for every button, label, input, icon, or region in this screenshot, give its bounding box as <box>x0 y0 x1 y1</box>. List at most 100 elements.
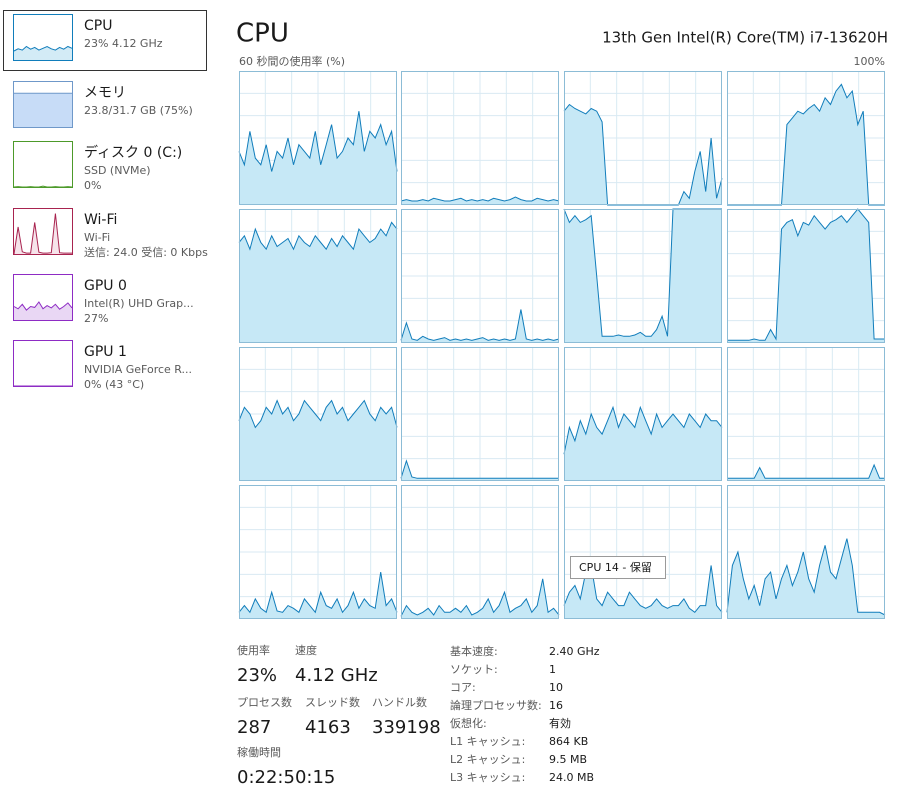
stat-label: ハンドル数 <box>372 696 427 709</box>
core-line <box>727 463 885 479</box>
detail-value: 16 <box>549 699 563 712</box>
core-area <box>564 209 722 343</box>
core-line <box>726 538 886 616</box>
detail-value: 有効 <box>549 716 571 730</box>
stat-value: 0:22:50:15 <box>237 767 335 788</box>
detail-label: L1 キャッシュ: <box>450 735 525 748</box>
item-title: Wi-Fi <box>84 212 117 228</box>
core-area <box>401 460 559 481</box>
thumbnail-frame <box>13 340 73 387</box>
thumbnail-area <box>14 46 72 60</box>
thumbnail-area <box>14 93 72 127</box>
stat-value: 23% <box>237 665 277 686</box>
core-line <box>400 309 560 341</box>
detail-value: 10 <box>549 681 563 694</box>
item-detail: Wi-Fi <box>84 231 110 244</box>
core-area <box>239 400 397 481</box>
sidebar-item[interactable]: ディスク 0 (C:) SSD (NVMe) 0% <box>13 141 183 193</box>
detail-label: 仮想化: <box>450 716 487 730</box>
sidebar-item[interactable]: CPU 23% 4.12 GHz <box>3 10 207 71</box>
item-title: CPU <box>84 18 112 34</box>
thumbnail-area <box>14 213 72 254</box>
core-frame <box>564 347 722 481</box>
detail-value: 2.40 GHz <box>549 645 600 658</box>
core-line <box>400 459 559 479</box>
stat-label: 使用率 <box>237 643 270 657</box>
stat-label: 速度 <box>295 643 317 657</box>
core-frame <box>564 71 722 205</box>
graph-max: 100% <box>854 55 885 68</box>
core-area <box>564 565 722 619</box>
tooltip-text: CPU 14 - 保留 <box>579 560 652 574</box>
core-line <box>238 221 398 251</box>
item-title: GPU 1 <box>84 344 127 360</box>
core-frame <box>239 209 397 343</box>
thumbnail-line <box>13 185 73 188</box>
core-line <box>400 196 560 202</box>
core-area <box>239 572 397 619</box>
cpu-model: 13th Gen Intel(R) Core(TM) i7-13620H <box>602 29 888 47</box>
stat-value: 4163 <box>305 717 351 738</box>
core-frame <box>564 209 722 343</box>
thumbnail-line <box>13 301 73 311</box>
stat-value: 4.12 GHz <box>295 665 378 686</box>
core-line <box>400 578 560 617</box>
core-area <box>727 538 885 619</box>
core-frame <box>401 347 559 481</box>
stat-label: プロセス数 <box>237 696 292 709</box>
detail-label: コア: <box>450 681 476 694</box>
thumbnail-line <box>13 45 73 52</box>
page-title: CPU <box>236 19 289 49</box>
core-area <box>727 464 885 481</box>
core-frame <box>401 71 559 205</box>
core-line <box>238 572 398 614</box>
detail-label: 論理プロセッサ数: <box>450 698 542 712</box>
core-line <box>727 208 885 341</box>
core-frame <box>727 347 885 481</box>
core-frame <box>239 485 397 619</box>
stat-label: スレッド数 <box>305 696 360 709</box>
core-line <box>563 405 723 455</box>
core-frame <box>239 347 397 481</box>
item-detail: 0% <box>84 179 101 192</box>
core-area <box>727 84 885 205</box>
core-frame <box>727 209 885 343</box>
item-title: GPU 0 <box>84 278 127 294</box>
core-area <box>239 111 397 205</box>
stat-label: 稼働時間 <box>237 745 281 759</box>
graph-label: 60 秒間の使用率 (%) <box>239 54 345 68</box>
thumbnail-area <box>14 302 72 320</box>
core-line <box>238 111 398 172</box>
item-title: ディスク 0 (C:) <box>84 144 182 161</box>
core-frame <box>239 71 397 205</box>
detail-label: L2 キャッシュ: <box>450 753 525 766</box>
detail-label: 基本速度: <box>450 644 498 658</box>
item-detail: 23% 4.12 GHz <box>84 37 163 50</box>
core-area <box>727 209 885 343</box>
core-frame <box>401 485 559 619</box>
core-frame <box>564 485 722 619</box>
item-detail: 27% <box>84 312 108 325</box>
item-detail: SSD (NVMe) <box>84 164 151 177</box>
thumbnail-frame <box>13 141 73 188</box>
detail-label: ソケット: <box>450 663 498 676</box>
detail-value: 24.0 MB <box>549 771 594 784</box>
thumbnail-frame <box>13 208 73 255</box>
core-area <box>401 578 559 619</box>
stat-value: 339198 <box>372 717 441 738</box>
detail-label: L3 キャッシュ: <box>450 771 525 784</box>
item-detail: 送信: 24.0 受信: 0 Kbps <box>84 245 208 259</box>
sidebar-item[interactable]: GPU 1 NVIDIA GeForce R... 0% (43 °C) <box>13 340 193 392</box>
item-title: メモリ <box>84 85 126 101</box>
item-detail: Intel(R) UHD Grap... <box>84 297 194 310</box>
core-frame <box>727 71 885 205</box>
core-frame <box>727 485 885 619</box>
core-frame <box>401 209 559 343</box>
item-detail: 23.8/31.7 GB (75%) <box>84 104 193 117</box>
detail-value: 1 <box>549 663 556 676</box>
core-area <box>239 222 397 343</box>
item-detail: 0% (43 °C) <box>84 378 144 391</box>
stat-value: 287 <box>237 717 271 738</box>
